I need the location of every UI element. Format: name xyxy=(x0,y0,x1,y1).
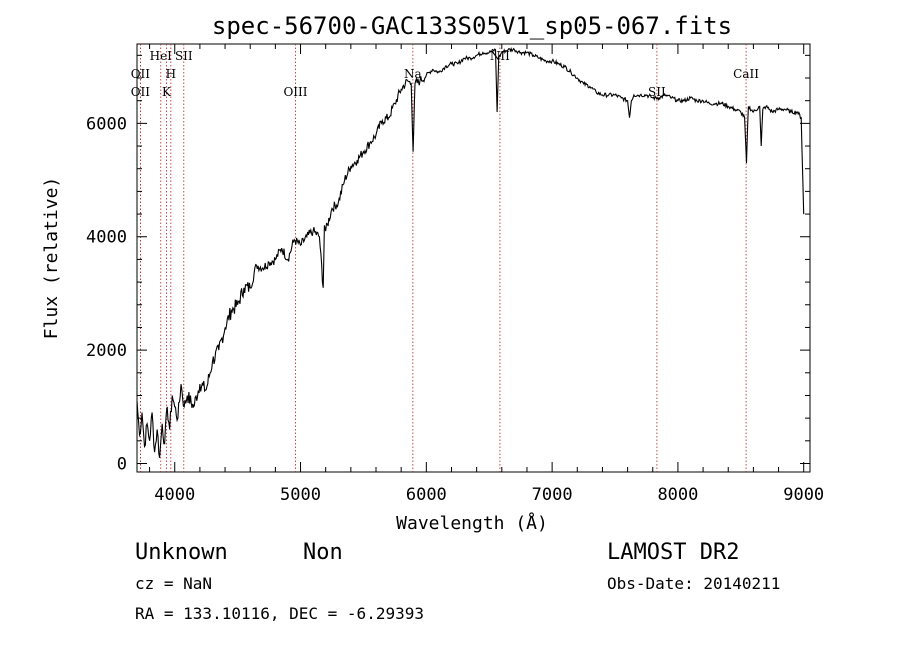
object-subclass: Non xyxy=(303,540,343,565)
x-axis-label: Wavelength (Å) xyxy=(396,512,548,534)
x-tick-label: 6000 xyxy=(406,485,447,505)
y-tick-label: 0 xyxy=(117,454,127,474)
x-tick-label: 5000 xyxy=(280,485,321,505)
spectral-line-label: OII xyxy=(131,85,151,99)
y-tick-label: 4000 xyxy=(86,228,127,248)
spectral-line-label: Na xyxy=(404,67,422,81)
spectral-line-label: H xyxy=(166,67,176,81)
spectral-line-label: SII xyxy=(175,49,193,63)
spectral-line-label: SII xyxy=(648,85,666,99)
redshift-cz: cz = NaN xyxy=(135,574,212,593)
chart-title: spec-56700-GAC133S05V1_sp05-067.fits xyxy=(212,12,732,40)
observation-date: Obs-Date: 20140211 xyxy=(607,574,780,593)
spectral-line-label: OII xyxy=(131,67,151,81)
spectral-line-label: OIII xyxy=(283,85,307,99)
spectral-line-label: CaII xyxy=(733,67,759,81)
spectral-line-label: K xyxy=(162,85,172,99)
plot-frame xyxy=(136,43,811,473)
y-tick-label: 6000 xyxy=(86,114,127,134)
object-class: Unknown xyxy=(135,540,228,565)
y-axis-label: Flux (relative) xyxy=(41,177,62,340)
x-tick-label: 9000 xyxy=(783,485,824,505)
x-tick-label: 7000 xyxy=(532,485,573,505)
coordinates: RA = 133.10116, DEC = -6.29393 xyxy=(135,604,424,623)
survey-name: LAMOST DR2 xyxy=(607,540,739,565)
x-tick-label: 8000 xyxy=(657,485,698,505)
x-tick-label: 4000 xyxy=(154,485,195,505)
axis-ticks: 4000 5000 6000 7000 8000 9000 0 2000 4000 6000 xyxy=(86,44,824,505)
spectral-line-label: HeI xyxy=(150,49,173,63)
spectrum-series-line xyxy=(136,47,805,458)
y-tick-label: 2000 xyxy=(86,341,127,361)
